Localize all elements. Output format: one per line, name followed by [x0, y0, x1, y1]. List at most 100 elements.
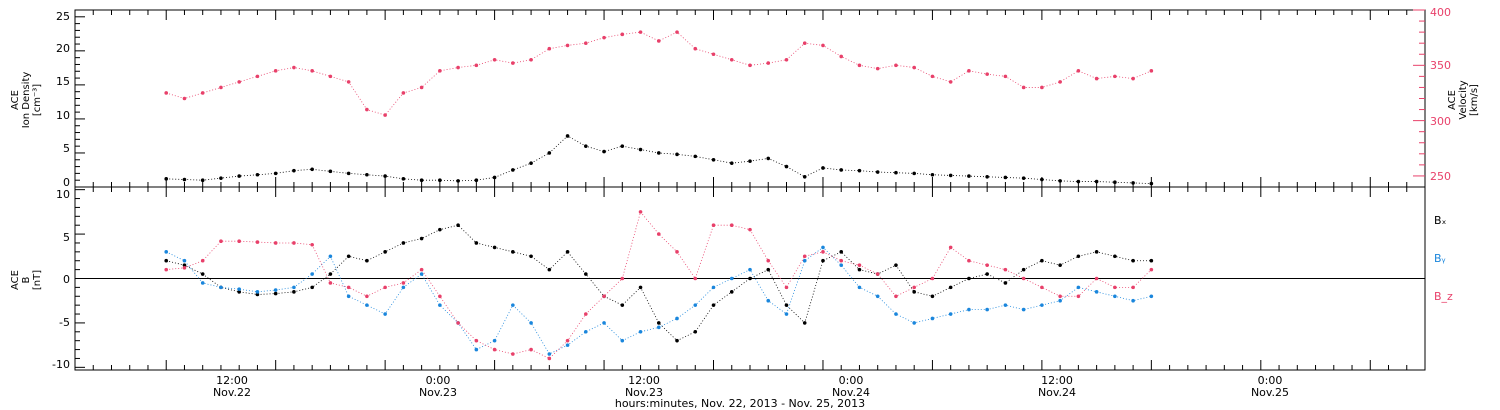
legend-by: Bᵧ [1434, 252, 1446, 265]
velocity-point [328, 74, 333, 79]
velocity-point [766, 61, 771, 65]
x-tick-date: Nov.24 [832, 386, 870, 399]
by-point [182, 258, 187, 263]
by-point [894, 312, 898, 316]
velocity-point [875, 66, 880, 71]
velocity-point [1076, 69, 1081, 73]
top-y-tick-label: 5 [63, 142, 70, 155]
by-point [675, 316, 679, 321]
density-point [328, 169, 333, 174]
axis-title-line: [km/s] [1469, 84, 1480, 116]
x-tick-date: Nov.25 [1251, 386, 1289, 399]
bx-point [1040, 258, 1044, 263]
velocity-point [748, 63, 752, 68]
top-right-tick-label: 300 [1430, 115, 1451, 128]
bz-point [547, 356, 552, 361]
bz-series [164, 210, 1154, 361]
density-point [456, 179, 460, 183]
velocity-point [310, 69, 314, 73]
bx-point [839, 250, 844, 254]
bx-point [365, 258, 369, 263]
bx-point [1131, 258, 1135, 263]
density-point [693, 154, 698, 159]
x-axis-title: hours:minutes, Nov. 22, 2013 - Nov. 25, … [615, 397, 865, 410]
density-point [1021, 176, 1026, 180]
bx-series [164, 223, 1154, 343]
by-point [948, 312, 953, 316]
by-point [1003, 303, 1008, 307]
velocity-point [656, 39, 661, 43]
bz-point [1003, 267, 1008, 272]
axis-title-line: [cm⁻³] [32, 84, 43, 116]
by-point [529, 321, 533, 325]
bx-point [310, 285, 314, 290]
velocity-point [511, 61, 515, 65]
x-tick-date: Nov.23 [419, 386, 457, 399]
legend-bx: Bₓ [1434, 214, 1447, 227]
velocity-point [1131, 76, 1135, 81]
x-tick-labels: 12:00 Nov.22 0:00 Nov.23 12:00 Nov.23 0:… [213, 374, 1289, 410]
bx-point [675, 338, 679, 343]
density-point [419, 178, 424, 182]
bx-point [346, 254, 351, 259]
bx-point [474, 241, 479, 245]
density-point [474, 178, 479, 182]
top-right-tick-labels: 250 300 350 400 [1430, 6, 1451, 183]
by-point [711, 285, 716, 290]
velocity-point [419, 85, 424, 90]
by-point [766, 298, 771, 303]
by-point [273, 288, 278, 292]
bz-point [967, 258, 971, 263]
axis-title-line: Ion Density [21, 72, 32, 129]
density-point [675, 152, 679, 157]
top-right-tick-label: 400 [1430, 6, 1451, 19]
bz-point [310, 242, 314, 247]
axis-title-line: B [21, 276, 32, 283]
density-point [821, 166, 825, 170]
bx-point [1113, 254, 1117, 259]
bx-point [693, 330, 698, 334]
bx-point [584, 272, 588, 276]
bz-point [875, 272, 880, 276]
density-point [438, 178, 442, 182]
top-left-axis-title: ACE Ion Density [cm⁻³] [10, 72, 43, 129]
by-point [255, 290, 260, 294]
bz-point [346, 285, 351, 290]
velocity-point [693, 46, 698, 51]
density-point [711, 157, 716, 162]
velocity-point [1113, 74, 1117, 79]
top-right-tick-label: 250 [1430, 170, 1451, 183]
bottom-left-tick-labels: -10 -5 0 5 10 [52, 188, 70, 371]
bz-point [383, 285, 387, 290]
velocity-point [602, 35, 606, 40]
by-point [602, 321, 606, 325]
bz-point [273, 241, 278, 245]
bx-point [529, 254, 533, 259]
velocity-trace [166, 31, 1152, 116]
by-point [200, 281, 205, 285]
by-point [474, 347, 479, 352]
by-point [547, 352, 552, 356]
by-point [784, 312, 789, 316]
bz-point [1021, 276, 1026, 281]
velocity-point [967, 69, 971, 73]
by-point [237, 287, 241, 291]
x-tick-time: 12:00 [1041, 374, 1073, 387]
bz-point [711, 223, 716, 227]
density-point [547, 151, 552, 155]
top-y-tick-label: 0 [63, 176, 70, 189]
bz-point [529, 347, 533, 352]
velocity-point [255, 74, 260, 79]
bz-point [930, 276, 935, 281]
top-left-tick-labels: 0 5 10 15 20 25 [56, 10, 70, 189]
bz-point [839, 258, 844, 263]
axis-title-line: ACE [1447, 90, 1458, 110]
legend-bz: B_z [1434, 290, 1453, 303]
top-right-tick-label: 350 [1430, 59, 1451, 72]
velocity-point [784, 57, 789, 62]
density-point [620, 144, 625, 148]
velocity-point [456, 65, 460, 70]
velocity-point [620, 32, 625, 37]
bz-point [1094, 276, 1099, 281]
by-point [1094, 290, 1099, 294]
